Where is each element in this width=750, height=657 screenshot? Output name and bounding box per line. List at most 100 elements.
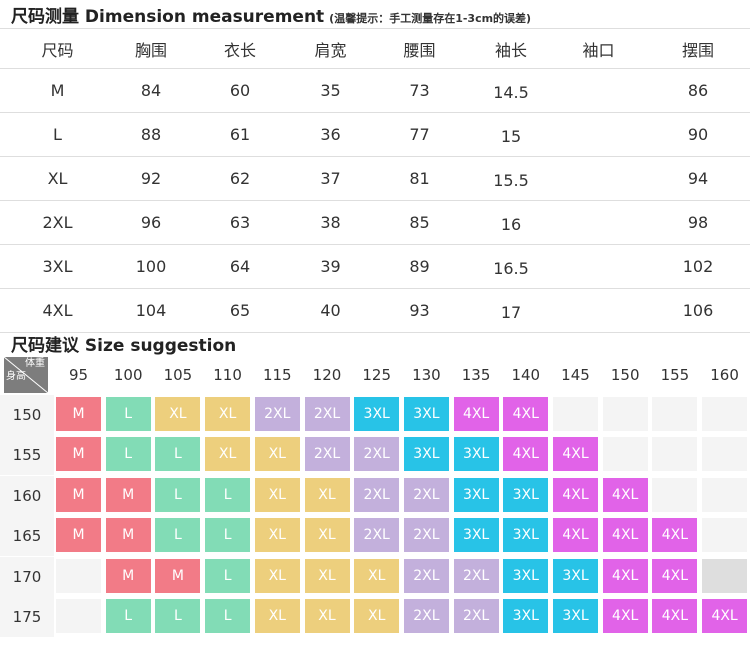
suggestion-row: 155 M L L XL XL 2XL 2XL 3XL 3XL 4XL 4XL <box>0 435 750 476</box>
dimension-cell <box>551 288 646 333</box>
dimension-cell: 15.5 <box>471 156 551 201</box>
size-cell: 4XL <box>602 518 648 553</box>
dimension-column-header: 袖口 <box>551 28 646 69</box>
dimension-column-header: 肩宽 <box>293 28 368 69</box>
size-cell: 3XL <box>553 599 598 633</box>
size-cell: L <box>105 599 151 633</box>
size-cell: 3XL <box>453 437 499 472</box>
dimension-header-row: 尺码 胸围 衣长 肩宽 腰围 袖长 袖口 摆围 <box>0 28 750 69</box>
dimension-cell: 94 <box>646 156 750 201</box>
weight-header: 160 <box>710 366 739 384</box>
size-cell: 4XL <box>553 518 598 553</box>
size-cell: M <box>155 558 201 593</box>
size-cell: 4XL <box>553 477 598 512</box>
dimension-cell: 60 <box>187 68 293 113</box>
size-cell: 2XL <box>453 599 499 633</box>
height-label: 170 <box>0 556 54 597</box>
dimension-cell: 61 <box>187 112 293 157</box>
dimension-cell: 77 <box>368 112 471 157</box>
empty-cell <box>553 397 598 431</box>
dimension-cell: 92 <box>115 156 187 201</box>
size-cell: 2XL <box>403 477 449 512</box>
size-cell: 2XL <box>453 558 499 593</box>
dimension-cell: 106 <box>646 288 750 333</box>
empty-cell <box>56 558 101 593</box>
dimension-cell: 39 <box>293 244 368 289</box>
dimension-cell: 16.5 <box>471 244 551 289</box>
size-suggestion-grid: 体重 身高 95 100 105 110 115 120 125 130 135 140 145 15… <box>0 355 750 655</box>
dimension-cell: 73 <box>368 68 471 113</box>
height-axis-label: 身高 <box>6 371 26 382</box>
dimension-cell <box>551 68 646 113</box>
dimension-row: M 84 60 35 73 14.5 86 <box>0 68 750 113</box>
empty-cell <box>652 477 698 512</box>
size-cell: XL <box>304 518 350 553</box>
size-cell: M <box>105 558 151 593</box>
weight-header: 105 <box>163 366 193 384</box>
dimension-cell: 17 <box>471 288 551 333</box>
size-cell: M <box>56 397 101 431</box>
empty-cell <box>602 397 648 431</box>
dimension-cell: 102 <box>646 244 750 289</box>
size-cell: 3XL <box>503 518 549 553</box>
dimension-column-header: 尺码 <box>0 28 115 69</box>
size-cell: XL <box>254 518 300 553</box>
dimension-cell: XL <box>0 156 115 201</box>
dimension-cell: 64 <box>187 244 293 289</box>
dimension-cell: 100 <box>115 244 187 289</box>
size-cell: 3XL <box>403 437 449 472</box>
weight-header: 100 <box>113 366 143 384</box>
dimension-cell: M <box>0 68 115 113</box>
weight-height-corner: 体重 身高 <box>4 357 48 393</box>
height-label: 165 <box>0 516 54 557</box>
size-cell: 2XL <box>354 518 400 553</box>
size-cell: L <box>155 437 201 472</box>
size-cell: M <box>105 518 151 553</box>
size-cell: XL <box>354 599 400 633</box>
weight-header: 125 <box>362 366 391 384</box>
dimension-cell: 88 <box>115 112 187 157</box>
weight-header: 140 <box>511 366 541 384</box>
size-cell: 4XL <box>602 599 648 633</box>
size-cell: 2XL <box>403 518 449 553</box>
suggestion-title: 尺码建议 Size suggestion <box>11 336 237 356</box>
size-cell: 3XL <box>354 397 400 431</box>
dimension-cell: 4XL <box>0 288 115 333</box>
empty-cell <box>702 477 748 512</box>
weight-header: 130 <box>412 366 441 384</box>
dimension-column-header: 摆围 <box>646 28 750 69</box>
dimension-cell: 38 <box>293 200 368 245</box>
size-cell: 4XL <box>503 397 549 431</box>
height-label: 160 <box>0 475 54 516</box>
size-cell: L <box>205 599 251 633</box>
dimension-cell: 62 <box>187 156 293 201</box>
size-cell: 2XL <box>254 397 300 431</box>
size-cell: 4XL <box>453 397 499 431</box>
size-cell: M <box>105 477 151 512</box>
dimension-cell: L <box>0 112 115 157</box>
suggestion-row: 150 M L XL XL 2XL 2XL 3XL 3XL 4XL 4XL <box>0 395 750 435</box>
weight-header: 115 <box>262 366 292 384</box>
dimension-cell: 3XL <box>0 244 115 289</box>
size-cell: XL <box>354 558 400 593</box>
size-cell: L <box>105 397 151 431</box>
dimension-cell: 40 <box>293 288 368 333</box>
dimension-cell: 85 <box>368 200 471 245</box>
dimension-cell: 63 <box>187 200 293 245</box>
size-cell: XL <box>205 397 251 431</box>
suggestion-row: 160 M M L L XL XL 2XL 2XL 3XL 3XL 4XL 4XL <box>0 475 750 516</box>
empty-cell <box>702 518 748 553</box>
dimension-cell <box>551 156 646 201</box>
dimension-cell: 90 <box>646 112 750 157</box>
size-cell: M <box>56 477 101 512</box>
size-cell: XL <box>304 599 350 633</box>
size-cell: 3XL <box>453 518 499 553</box>
dimension-header: 尺码测量 Dimension measurement (温馨提示：手工测量存在1… <box>11 2 531 27</box>
empty-cell <box>702 437 748 472</box>
size-cell: 4XL <box>652 599 698 633</box>
size-cell: 4XL <box>602 477 648 512</box>
dimension-cell: 36 <box>293 112 368 157</box>
size-cell: 3XL <box>553 558 598 593</box>
dimension-cell: 104 <box>115 288 187 333</box>
size-cell: M <box>56 437 101 472</box>
